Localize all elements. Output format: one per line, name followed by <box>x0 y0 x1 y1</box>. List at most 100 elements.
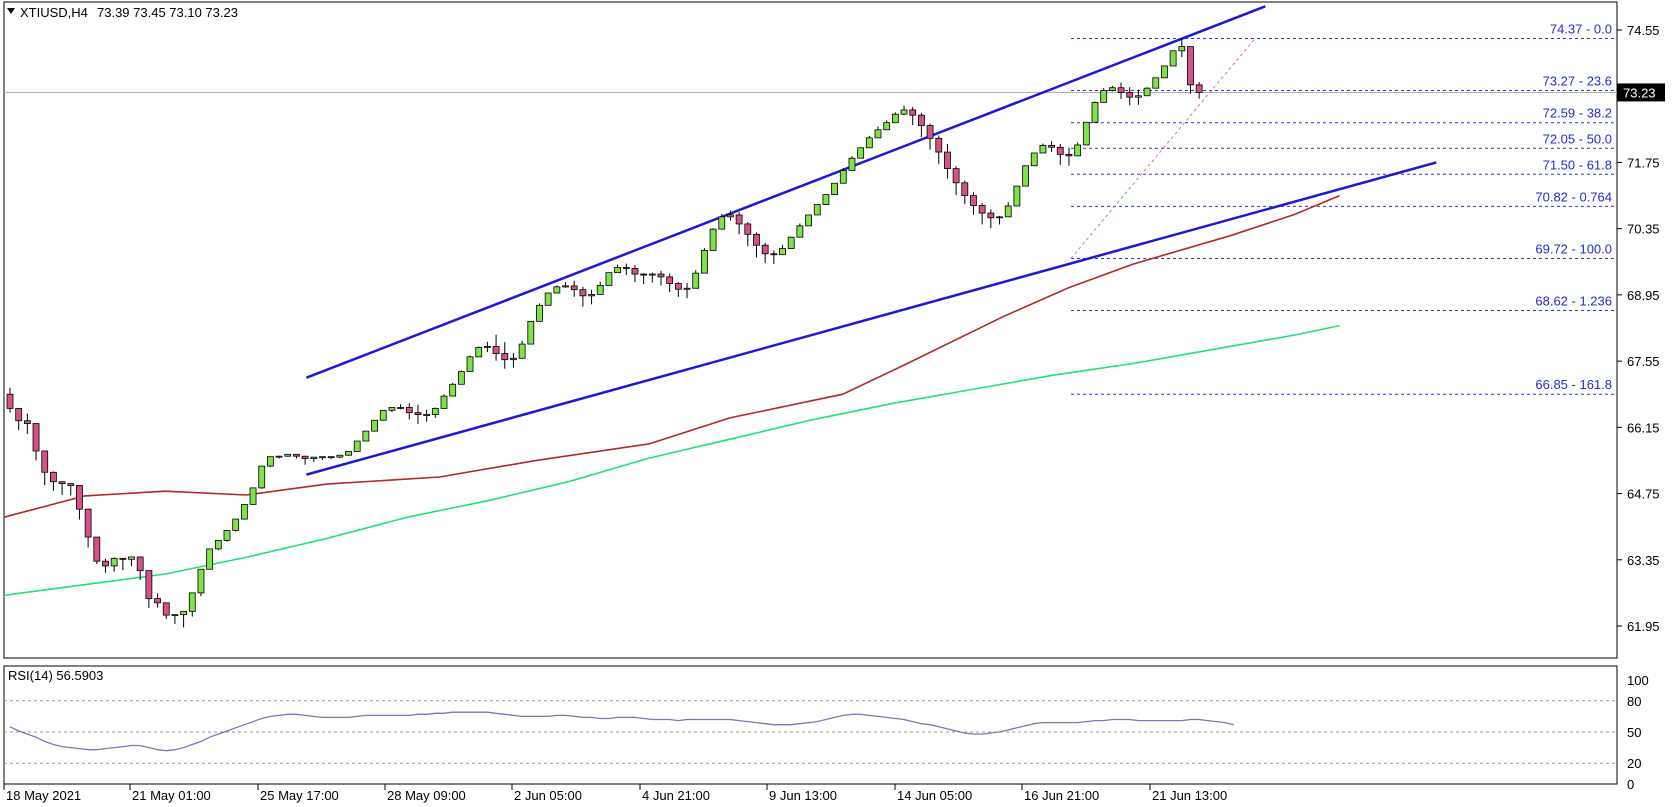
price-tick-label: 74.55 <box>1627 23 1660 38</box>
price-tick-label: 71.75 <box>1627 155 1660 170</box>
candle <box>119 557 127 571</box>
candle <box>553 285 561 294</box>
candle-body <box>657 273 665 278</box>
candle <box>510 353 517 368</box>
candle <box>15 408 23 431</box>
candle-body <box>848 157 856 171</box>
candle <box>379 409 387 421</box>
candle <box>787 236 795 249</box>
candle-body <box>1065 154 1073 157</box>
candle <box>544 292 552 306</box>
candle <box>657 270 665 286</box>
candle-body <box>1178 46 1186 52</box>
price-tick-label: 66.15 <box>1627 420 1660 435</box>
candle <box>41 450 49 486</box>
candle-body <box>874 129 882 139</box>
time-tick-label: 4 Jun 21:00 <box>642 788 710 803</box>
candle-body <box>761 244 769 255</box>
candle-body <box>15 408 23 422</box>
candle <box>423 409 431 422</box>
candle <box>240 504 248 520</box>
candle <box>171 614 179 625</box>
fib-level-label: 72.05 - 50.0 <box>1543 131 1612 146</box>
candle <box>388 407 396 413</box>
candle <box>718 214 726 230</box>
candle <box>1152 77 1160 89</box>
candle-body <box>1100 90 1108 103</box>
candle <box>475 346 483 358</box>
candle <box>536 303 543 322</box>
candle <box>1039 143 1047 154</box>
candle <box>701 248 708 274</box>
candle-body <box>188 592 196 612</box>
candle-body <box>935 137 943 153</box>
candle-body <box>405 407 413 414</box>
dropdown-triangle-icon[interactable] <box>7 8 15 14</box>
rsi-level-label: 50 <box>1627 725 1641 740</box>
candle-body <box>727 214 734 218</box>
candle <box>735 212 743 235</box>
candle <box>1178 38 1186 57</box>
candle-body <box>397 407 405 409</box>
candle-body <box>492 346 500 354</box>
candle-body <box>414 412 422 415</box>
candle-body <box>1195 84 1203 93</box>
candle-body <box>822 194 830 205</box>
candle <box>692 270 700 289</box>
candle-body <box>770 253 778 256</box>
candle-body <box>145 570 153 599</box>
candle-body <box>692 272 700 289</box>
candle <box>440 394 448 409</box>
candle <box>1013 185 1021 207</box>
candle <box>110 557 118 572</box>
ohlc-values: 73.39 73.45 73.10 73.23 <box>97 5 238 20</box>
candle <box>275 455 283 459</box>
rsi-level-label: 20 <box>1627 756 1641 771</box>
candle-body <box>1152 77 1160 89</box>
candle <box>1100 88 1108 103</box>
candle-body <box>891 113 899 124</box>
candle-body <box>76 485 83 510</box>
candle <box>805 214 812 227</box>
time-tick-label: 18 May 2021 <box>6 788 81 803</box>
candle-body <box>805 214 812 227</box>
candle <box>431 407 439 418</box>
candle <box>128 556 135 567</box>
candle <box>1091 101 1099 123</box>
candle-body <box>683 287 691 290</box>
candle-body <box>483 346 491 348</box>
candle <box>145 570 153 609</box>
candle-body <box>735 214 743 225</box>
candle-body <box>709 228 717 251</box>
candle-body <box>857 147 865 159</box>
candle-body <box>214 539 222 550</box>
candle <box>223 530 231 542</box>
candle-body <box>197 568 205 594</box>
candle <box>1065 147 1073 166</box>
candle-body <box>1022 165 1029 187</box>
candle <box>319 456 326 460</box>
candle-body <box>614 267 621 274</box>
candle-body <box>813 204 821 216</box>
time-tick-label: 28 May 09:00 <box>387 788 466 803</box>
candle <box>848 156 856 171</box>
candles-group <box>6 38 1203 628</box>
channel-upper-line[interactable] <box>305 5 1266 379</box>
price-tick-label: 68.95 <box>1627 288 1660 303</box>
candle-body <box>232 518 240 531</box>
candle <box>562 282 569 288</box>
candle <box>136 556 144 581</box>
candle <box>579 286 587 307</box>
channel-lower-line[interactable] <box>306 161 1437 476</box>
candle-body <box>588 294 595 297</box>
time-tick-label: 2 Jun 05:00 <box>514 788 582 803</box>
candle <box>709 228 717 251</box>
candle <box>570 280 578 297</box>
candle <box>84 508 92 548</box>
candle-body <box>631 267 639 275</box>
price-tick-label: 61.95 <box>1627 619 1660 634</box>
candle-body <box>1004 205 1012 218</box>
time-tick-label: 16 Jun 21:00 <box>1024 788 1099 803</box>
candle-body <box>336 454 344 458</box>
